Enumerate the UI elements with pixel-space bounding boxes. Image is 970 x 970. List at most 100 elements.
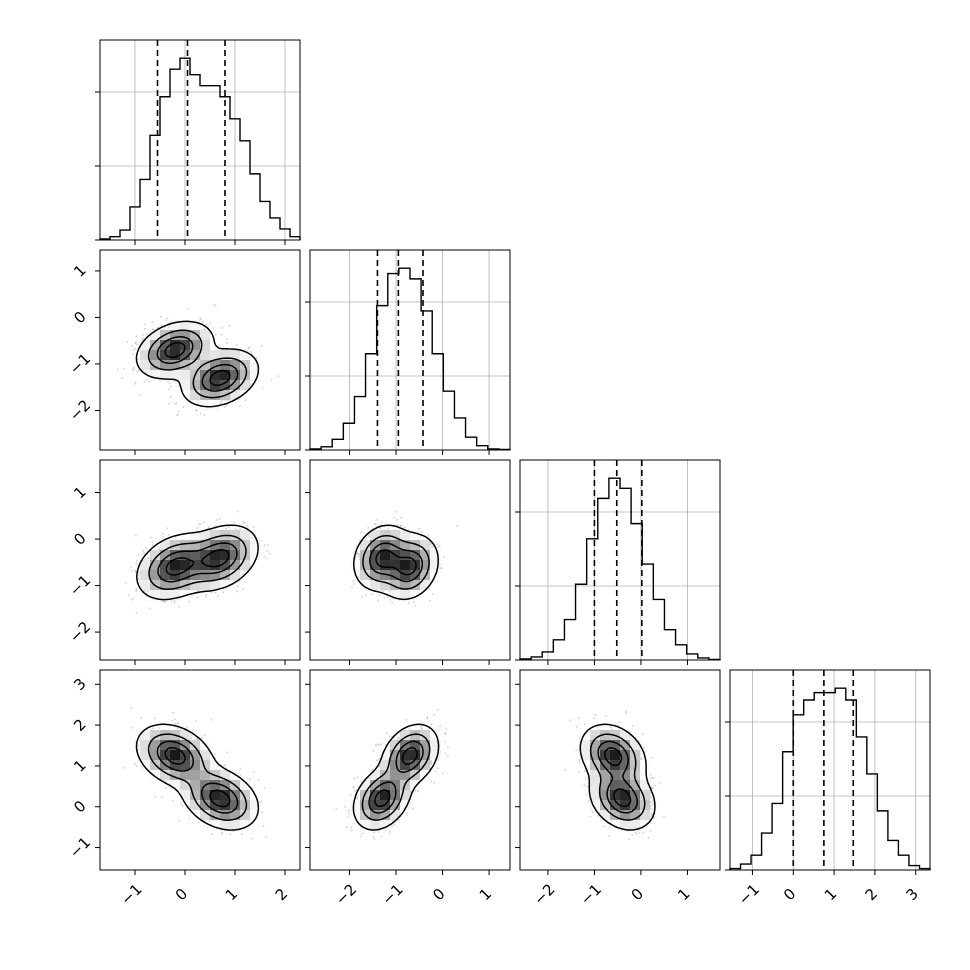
scatter-point — [358, 553, 360, 556]
scatter-point — [143, 323, 146, 326]
density-cell — [210, 360, 221, 371]
density-cell — [410, 530, 421, 541]
histogram-panel-2 — [515, 459, 721, 665]
scatter-point — [173, 600, 176, 602]
scatter-point — [221, 832, 223, 835]
histogram-panel-3: −1 0 1 2 3 — [725, 669, 931, 909]
scatter-point — [199, 412, 202, 415]
density-cell — [230, 390, 241, 401]
scatter-point — [182, 406, 185, 408]
density-cell — [250, 540, 261, 551]
scatter-point — [142, 338, 145, 340]
density-cell — [420, 550, 431, 561]
density-cell — [220, 350, 231, 361]
scatter-point — [195, 409, 198, 411]
scatter-point — [134, 762, 137, 765]
density-cell — [230, 380, 241, 391]
scatter-point — [136, 370, 138, 373]
density-cell — [160, 360, 171, 371]
density-cell — [200, 550, 211, 561]
scatter-point — [267, 544, 269, 546]
density-cell — [160, 590, 171, 601]
scatter-point — [236, 510, 239, 513]
scatter-point — [263, 787, 266, 789]
scatter-point — [213, 304, 215, 306]
scatter-point — [381, 521, 383, 523]
scatter-point — [136, 343, 139, 346]
scatter-point — [260, 344, 263, 347]
scatter-point — [368, 535, 371, 538]
density-cell — [430, 550, 441, 561]
density-cell — [410, 570, 421, 581]
density-cell — [400, 560, 411, 571]
density-cell — [210, 400, 221, 411]
density-cell — [160, 560, 171, 571]
density-cell — [190, 530, 201, 541]
contour-level-3 — [375, 549, 417, 576]
scatter-point — [166, 527, 169, 530]
scatter-point — [166, 317, 169, 320]
scatter-point — [257, 779, 260, 781]
density-cell — [370, 560, 381, 571]
scatter-point — [260, 800, 263, 803]
density-cell — [170, 320, 181, 331]
histogram-frame — [309, 249, 511, 451]
scatter-point — [356, 552, 359, 554]
scatter-point — [427, 534, 430, 536]
contour-level-2 — [369, 542, 424, 583]
contour-level-1 — [362, 534, 430, 590]
scatter-point — [142, 333, 144, 336]
density-cell — [210, 530, 221, 541]
scatter-point — [163, 601, 166, 603]
histogram-grid — [520, 460, 720, 660]
scatter-point — [204, 323, 207, 326]
density-cell — [150, 550, 161, 561]
density-cell — [370, 540, 381, 551]
scatter-point — [140, 716, 143, 719]
density-cell — [410, 550, 421, 561]
scatter-point — [253, 771, 255, 774]
density-cell — [230, 540, 241, 551]
scatter-point — [137, 575, 140, 577]
scatter-point — [154, 717, 156, 720]
density-cell — [210, 390, 221, 401]
scatter-point — [178, 606, 181, 608]
scatter-point — [277, 375, 280, 378]
scatter-point — [132, 348, 135, 351]
scatter-point — [138, 572, 141, 575]
scatter-point — [173, 380, 176, 382]
scatter-point — [135, 589, 138, 591]
density-cell — [190, 320, 201, 331]
contour-level-2 — [156, 336, 239, 392]
scatter-point — [437, 545, 440, 548]
scatter-point — [221, 831, 224, 834]
contour-level-3 — [164, 341, 231, 387]
scatter-point — [199, 317, 202, 319]
scatter-point — [393, 516, 396, 519]
scatter-point — [381, 590, 384, 592]
scatter-point — [386, 596, 389, 598]
scatter-point — [141, 337, 144, 340]
scatter-point — [431, 593, 434, 595]
scatter-point — [152, 328, 155, 331]
scatter-point — [145, 547, 148, 550]
scatter-point — [135, 335, 138, 337]
scatter-point — [126, 341, 129, 344]
scatter-point — [200, 318, 203, 321]
density-cell — [170, 340, 181, 351]
density-cell — [390, 580, 401, 591]
scatter-point — [151, 541, 154, 544]
density-cell — [160, 340, 171, 351]
scatter-point — [379, 527, 382, 530]
scatter-point — [408, 602, 410, 604]
scatter-point — [383, 597, 386, 600]
density-cell — [150, 590, 161, 601]
scatter-point — [127, 593, 130, 596]
contour-level-0 — [353, 524, 439, 601]
y-tick-label: −1 — [66, 350, 94, 378]
scatter-point — [138, 578, 140, 580]
density-cell — [250, 360, 261, 371]
scatter-point — [214, 591, 217, 594]
scatter-point — [204, 595, 207, 598]
scatter-point — [228, 325, 231, 327]
